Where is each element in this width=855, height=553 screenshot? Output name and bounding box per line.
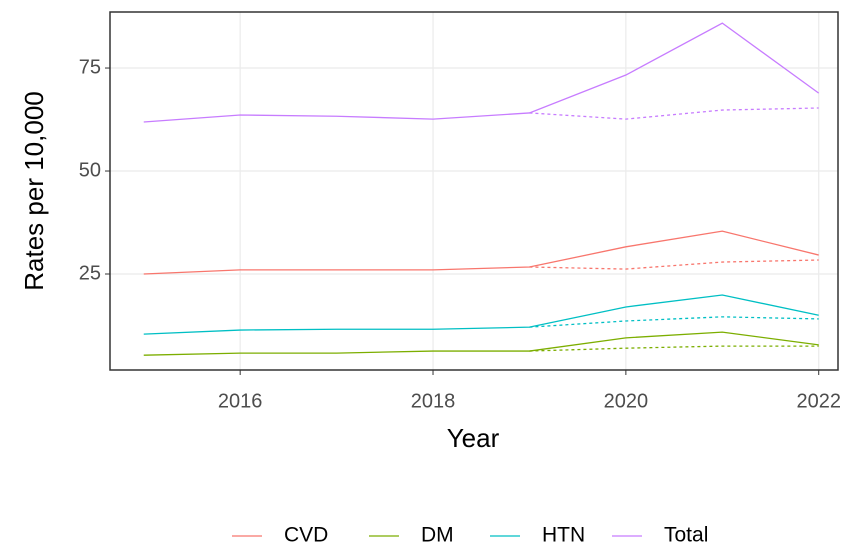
legend-label: DM <box>421 524 454 547</box>
legend-label: CVD <box>284 524 328 547</box>
y-tick-label: 75 <box>79 56 101 78</box>
dashed-line <box>529 259 819 270</box>
x-tick-label: 2016 <box>218 390 263 412</box>
line <box>143 331 819 356</box>
x-tick-label: 2020 <box>604 390 649 412</box>
legend-label: HTN <box>542 524 585 547</box>
line <box>143 294 819 335</box>
legend-label: Total <box>664 524 708 547</box>
line <box>143 22 820 123</box>
dashed-line <box>529 345 819 352</box>
panel-border <box>109 11 839 371</box>
dashed-line <box>529 316 819 328</box>
y-tick-label: 50 <box>79 159 101 181</box>
x-axis-title: Year <box>447 423 500 453</box>
y-tick-label: 25 <box>79 262 101 284</box>
dashed-line <box>529 107 819 120</box>
x-tick-label: 2022 <box>796 390 841 412</box>
x-tick-label: 2018 <box>411 390 456 412</box>
line <box>143 230 819 275</box>
y-axis-title: Rates per 10,000 <box>19 91 49 290</box>
